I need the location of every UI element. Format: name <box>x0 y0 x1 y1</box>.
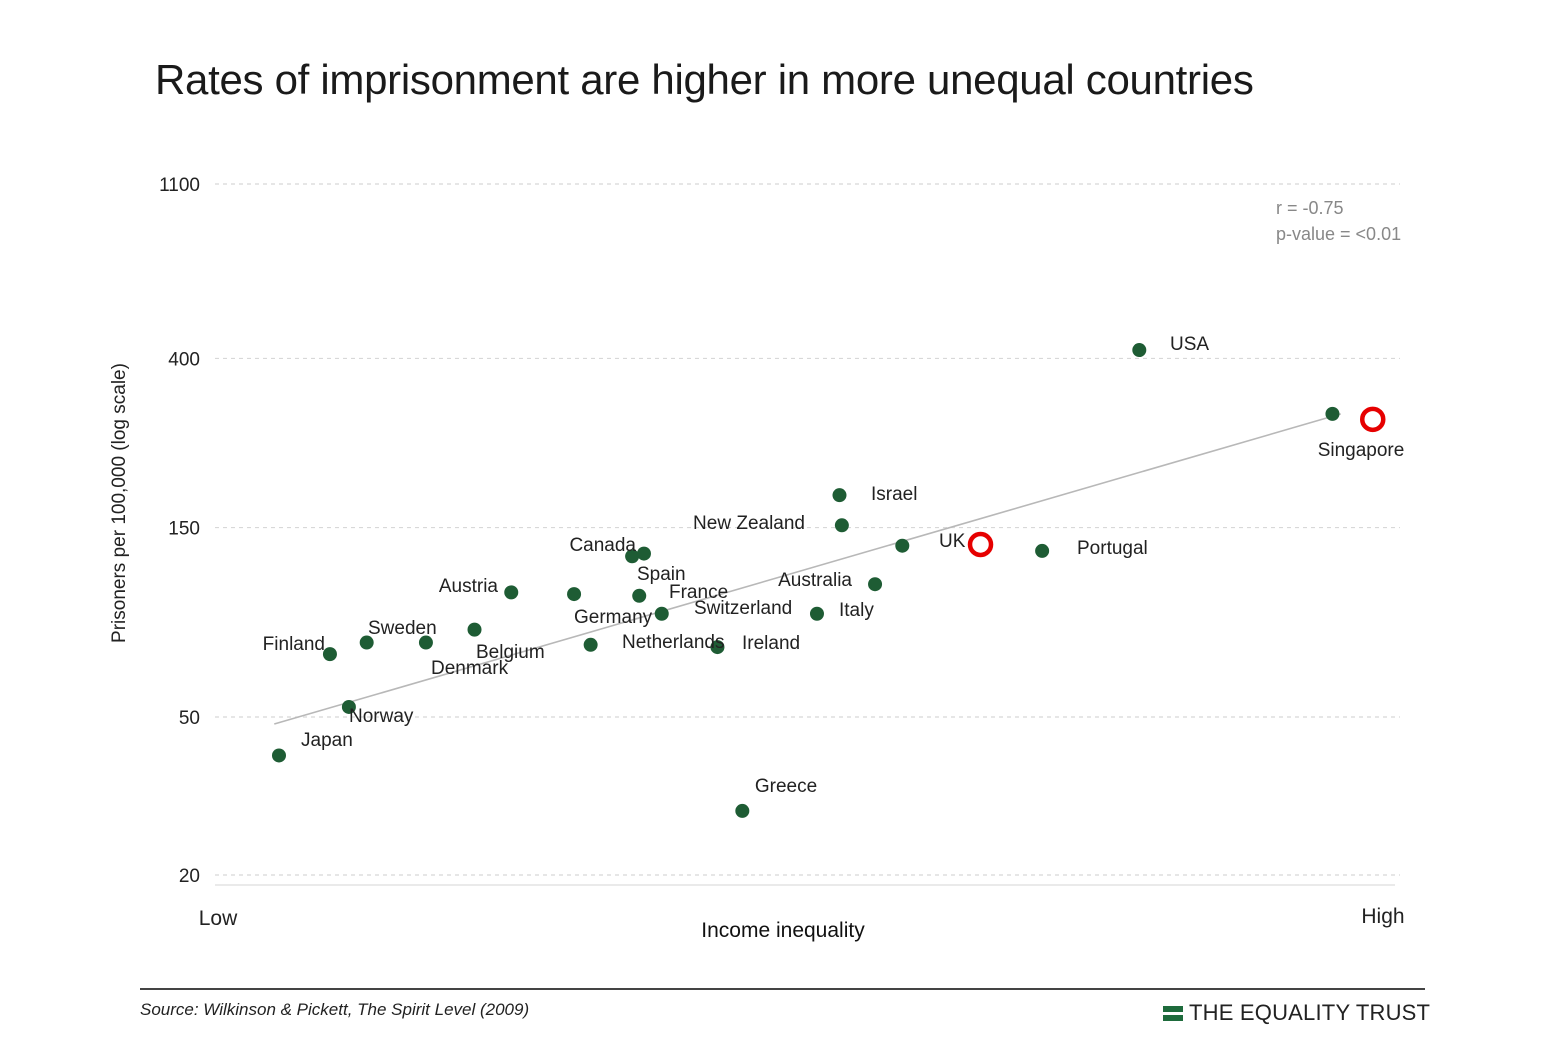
equals-icon <box>1163 1005 1183 1021</box>
x-axis-title: Income inequality <box>701 919 865 942</box>
data-point <box>636 546 651 561</box>
y-tick-label: 400 <box>168 349 200 370</box>
trend-line-group <box>274 413 1341 725</box>
point-label: USA <box>1170 334 1209 355</box>
brand-name: THE EQUALITY TRUST <box>1189 1000 1431 1025</box>
brand-logo: THE EQUALITY TRUST <box>1163 1000 1430 1026</box>
point-label: Spain <box>637 564 686 585</box>
point-label: France <box>669 582 728 603</box>
data-point <box>654 606 669 621</box>
point-label: Sweden <box>368 618 437 639</box>
data-point <box>504 585 519 600</box>
point-label: Finland <box>263 634 325 655</box>
source-citation: Source: Wilkinson & Pickett, The Spirit … <box>140 1000 530 1019</box>
chart-title: Rates of imprisonment are higher in more… <box>155 56 1254 103</box>
point-label: Portugal <box>1077 538 1148 559</box>
grid-lines <box>215 183 1400 876</box>
stat-p: p-value = <0.01 <box>1276 224 1401 244</box>
data-point <box>418 635 433 650</box>
point-label: Ireland <box>742 633 800 654</box>
data-point <box>895 538 910 553</box>
point-label: UK <box>939 531 966 552</box>
point-label: Denmark <box>431 658 509 679</box>
stat-r: r = -0.75 <box>1276 198 1344 218</box>
stats-annotation: r = -0.75 p-value = <0.01 <box>1276 198 1401 244</box>
point-label: Belgium <box>476 642 545 663</box>
y-tick-label: 1100 <box>159 175 200 196</box>
data-point <box>625 549 640 564</box>
point-label: Austria <box>439 576 499 597</box>
data-point <box>710 640 725 655</box>
point-label: Greece <box>755 776 817 797</box>
y-tick-label: 20 <box>179 866 200 887</box>
x-tick-label-low: Low <box>199 907 238 930</box>
axes: 20 50 150 400 1100 Low High Income inequality Pr… <box>109 175 1405 942</box>
point-label: New Zealand <box>693 513 805 534</box>
data-points <box>271 343 1340 818</box>
data-point <box>271 748 286 763</box>
footer-divider <box>140 988 1425 990</box>
data-point <box>834 518 849 533</box>
data-point <box>341 699 356 714</box>
point-label: Japan <box>301 730 353 751</box>
point-label: Israel <box>871 484 917 505</box>
point-label: Netherlands <box>622 632 724 653</box>
data-point <box>632 588 647 603</box>
trend-line <box>274 413 1341 725</box>
highlight-ring <box>967 531 994 558</box>
y-tick-label: 150 <box>168 519 200 540</box>
point-label: Norway <box>349 706 414 727</box>
data-point <box>583 637 598 652</box>
highlight-markers <box>967 406 1386 558</box>
data-point <box>1132 343 1147 358</box>
point-label: Canada <box>569 535 636 556</box>
y-tick-label: 50 <box>179 708 200 729</box>
y-axis-title: Prisoners per 100,000 (log scale) <box>109 363 130 643</box>
x-tick-label-high: High <box>1361 905 1404 928</box>
data-point <box>809 606 824 621</box>
data-point <box>832 488 847 503</box>
data-point <box>359 635 374 650</box>
data-point <box>567 587 582 602</box>
highlight-ring <box>1359 406 1386 433</box>
data-point <box>1325 406 1340 421</box>
data-point <box>322 647 337 662</box>
data-point <box>467 622 482 637</box>
point-label: Singapore <box>1318 440 1405 461</box>
data-point <box>868 577 883 592</box>
point-label: Australia <box>778 570 852 591</box>
point-label: Germany <box>574 607 653 628</box>
data-point <box>1035 543 1050 558</box>
point-label: Italy <box>839 600 874 621</box>
data-point <box>735 803 750 818</box>
point-label: Switzerland <box>694 598 792 619</box>
